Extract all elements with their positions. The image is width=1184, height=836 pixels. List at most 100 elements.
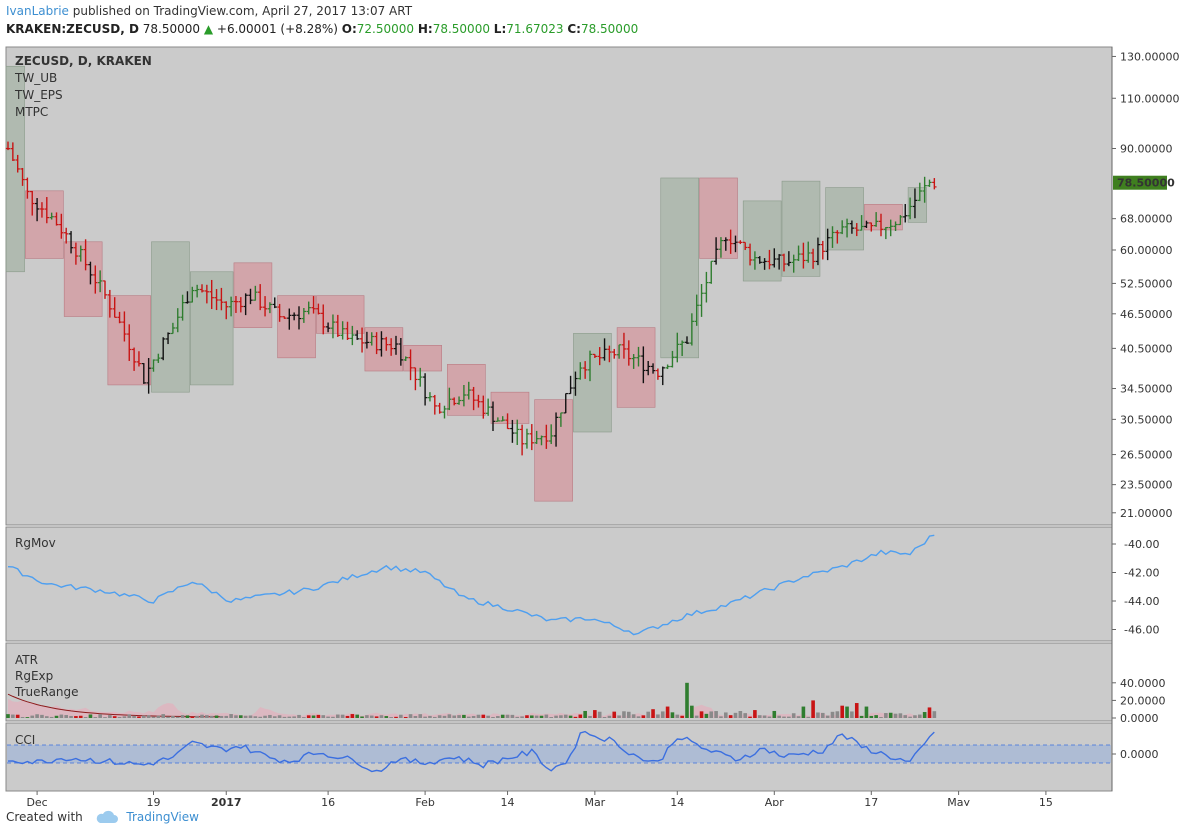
x-tick-label-3: 16 (321, 796, 335, 806)
atr-bar-70 (345, 715, 350, 718)
atr-bar-4 (25, 717, 30, 718)
atr-bar-145 (709, 711, 714, 718)
atr-bar-77 (379, 715, 384, 718)
atr-bar-43 (214, 715, 219, 718)
atr-bar-87 (428, 715, 432, 718)
atr-bar-184 (898, 713, 903, 718)
atr-bar-51 (253, 716, 258, 718)
atr-bar-131 (641, 715, 646, 718)
atr-bar-61 (302, 717, 306, 718)
atr-bar-143 (699, 711, 704, 718)
atr-bar-99 (486, 715, 490, 718)
atr-bar-14 (74, 716, 78, 718)
atr-bar-169 (825, 715, 830, 718)
atr-bar-101 (496, 716, 500, 718)
atr-bar-44 (219, 715, 224, 718)
atr-bar-159 (777, 715, 781, 718)
atr-bar-113 (554, 715, 558, 718)
atr-bar-104 (510, 714, 515, 718)
atr-bar-41 (205, 715, 209, 718)
atr-bar-65 (321, 715, 326, 718)
atr-bar-75 (369, 715, 374, 718)
atr-bar-46 (229, 714, 233, 718)
atr-bar-74 (365, 715, 369, 718)
atr-bar-178 (869, 715, 874, 718)
atr-bar-3 (20, 717, 25, 718)
atr-bar-121 (593, 710, 597, 718)
atr-bar-158 (772, 710, 777, 718)
price-tick-label-13: 21.00000 (1120, 507, 1173, 520)
atr-bar-140 (685, 682, 689, 718)
atr-bar-16 (83, 717, 88, 718)
atr-bar-189 (922, 712, 927, 718)
atr-legend-2: TrueRange (14, 685, 79, 699)
atr-bar-60 (297, 714, 301, 718)
range-box-0 (5, 65, 25, 273)
author-link[interactable]: IvanLabrie (6, 4, 69, 18)
x-tick-label-4: Feb (415, 796, 434, 806)
atr-bar-52 (258, 716, 262, 718)
close-value: 78.50000 (580, 22, 639, 36)
atr-bar-133 (651, 709, 655, 718)
x-tick-label-10: May (947, 796, 970, 806)
atr-bar-180 (879, 717, 883, 718)
atr-bar-86 (423, 716, 427, 718)
price-tick-label-12: 23.50000 (1120, 479, 1173, 492)
chart-area[interactable]: 130.00000 110.00000 90.00000 78.50000 68.000… (0, 41, 1184, 806)
x-tick-label-6: Mar (584, 796, 605, 806)
rgmov-tick-label-0: -40.00 (1124, 538, 1159, 551)
atr-bar-91 (447, 714, 452, 718)
range-box-15 (616, 327, 656, 408)
atr-bar-110 (539, 715, 544, 718)
price-tick-label-6: 52.50000 (1120, 277, 1173, 290)
atr-bar-21 (108, 715, 112, 718)
atr-bar-183 (893, 713, 898, 718)
atr-bar-10 (54, 715, 59, 718)
range-box-13 (534, 399, 573, 502)
cci-pane (5, 722, 1113, 792)
atr-bar-166 (811, 700, 815, 718)
atr-bar-36 (180, 715, 185, 718)
atr-bar-130 (636, 716, 641, 718)
atr-bar-38 (190, 716, 195, 718)
x-tick-label-5: 14 (501, 796, 515, 806)
range-box-22 (907, 187, 927, 223)
rgmov-tick-label-2: -44.00 (1124, 595, 1159, 608)
atr-bar-34 (171, 715, 175, 718)
atr-bar-88 (433, 716, 437, 718)
atr-bar-125 (612, 711, 617, 718)
atr-bar-186 (908, 716, 912, 718)
atr-bar-132 (646, 711, 650, 718)
open-label: O: (341, 22, 357, 36)
atr-bar-185 (903, 715, 908, 718)
atr-bar-97 (476, 714, 481, 718)
atr-bar-188 (918, 714, 922, 718)
price-tick-label-10: 30.50000 (1120, 413, 1173, 426)
atr-bar-24 (122, 716, 127, 718)
atr-bar-108 (530, 715, 534, 718)
atr-bar-2 (15, 714, 20, 718)
tradingview-link[interactable]: TradingView (126, 810, 199, 824)
last-price-tag (1113, 175, 1167, 190)
atr-bar-149 (728, 715, 733, 718)
atr-bar-63 (311, 715, 316, 718)
atr-bar-53 (263, 715, 267, 718)
atr-bar-187 (913, 715, 917, 718)
atr-bar-66 (326, 716, 330, 718)
atr-bar-67 (331, 716, 335, 718)
atr-bar-156 (762, 715, 767, 718)
atr-bar-26 (132, 715, 136, 718)
atr-bar-28 (142, 715, 146, 718)
cci-tick-label-0: 0.0000 (1120, 748, 1159, 761)
price-tick-label-5: 60.00000 (1120, 244, 1173, 257)
last-price-tag-label: 78.50000 (1117, 177, 1175, 190)
price-tick-label-9: 34.50000 (1120, 383, 1173, 396)
atr-bar-151 (738, 711, 743, 718)
atr-bar-30 (151, 716, 156, 718)
atr-bar-105 (515, 716, 520, 718)
atr-bar-114 (559, 715, 563, 718)
atr-bar-7 (40, 714, 44, 718)
atr-bar-155 (757, 715, 762, 718)
atr-bar-128 (627, 711, 631, 718)
atr-bar-48 (239, 715, 243, 718)
